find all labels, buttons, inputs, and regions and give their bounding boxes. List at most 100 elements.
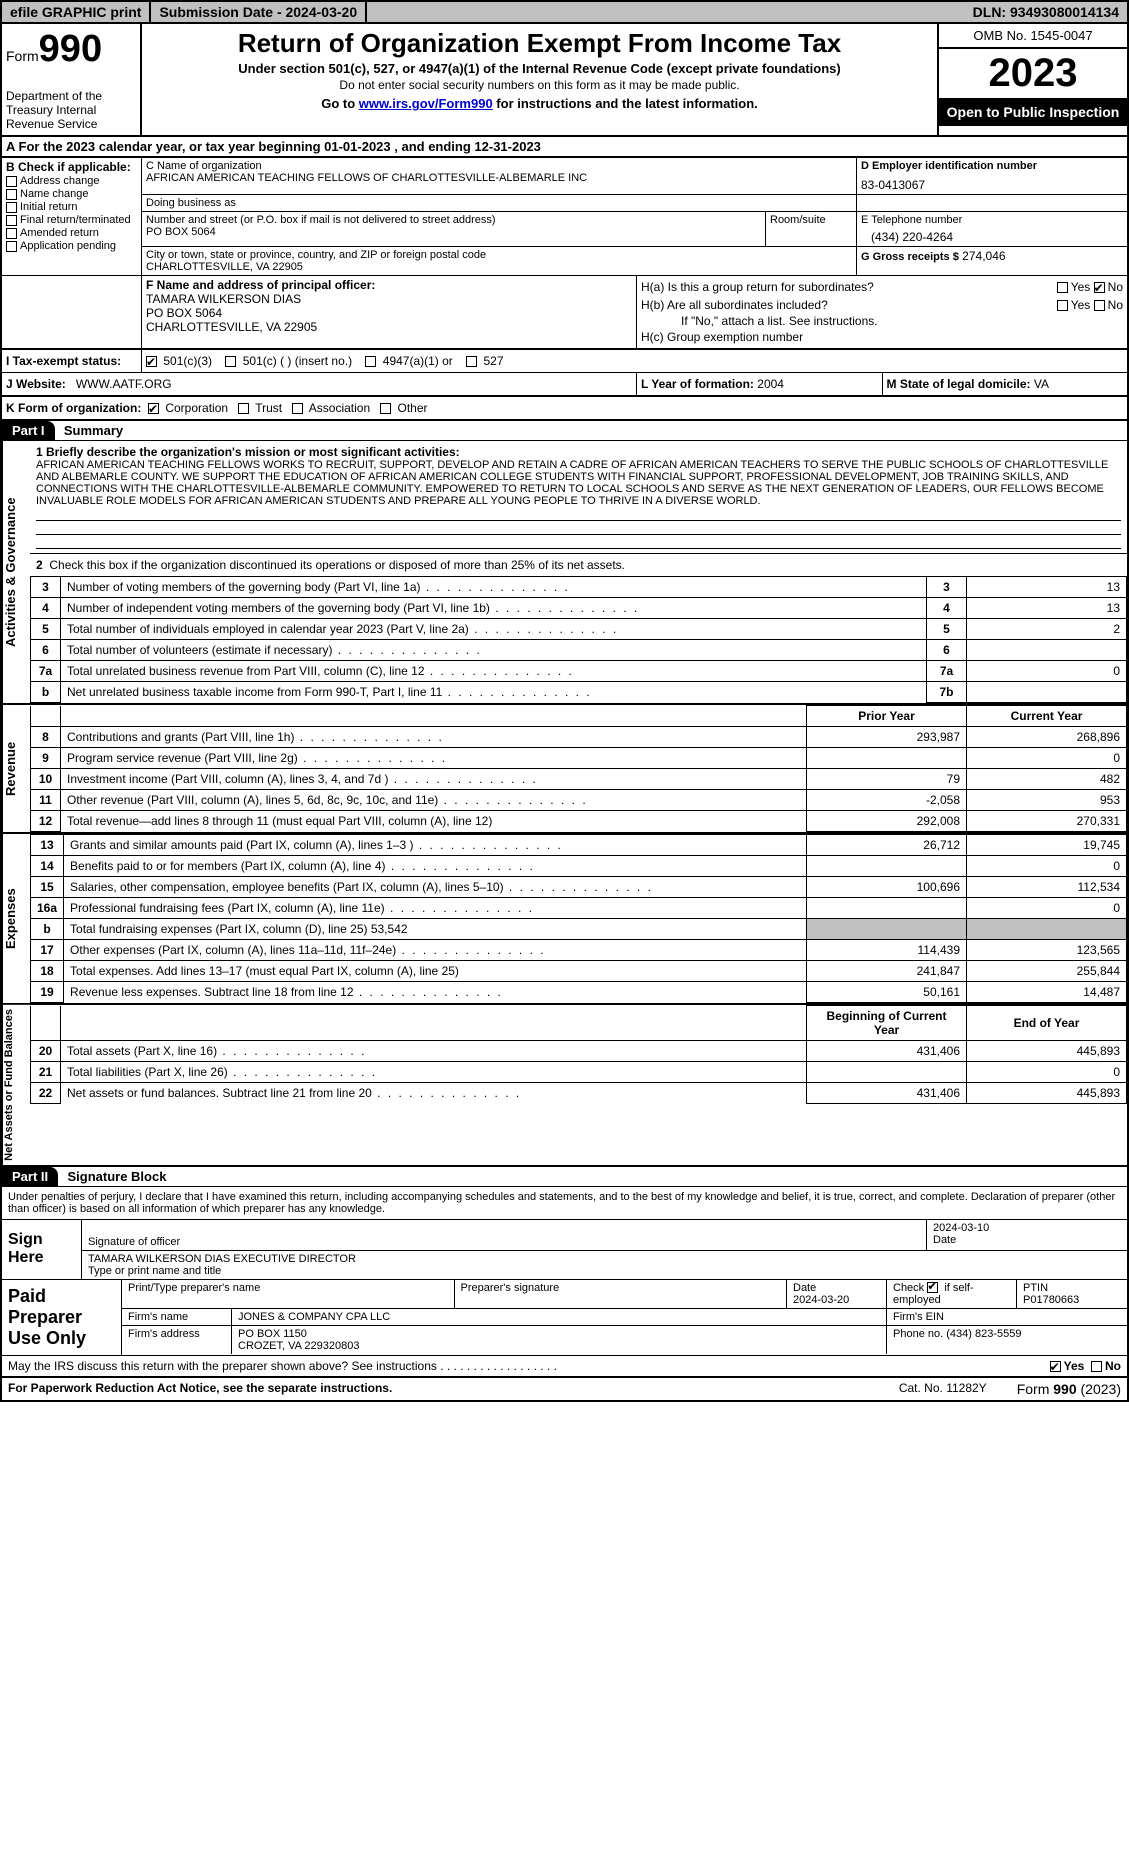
top-bar: efile GRAPHIC print Submission Date - 20… [0, 0, 1129, 24]
footer: For Paperwork Reduction Act Notice, see … [0, 1378, 1129, 1402]
chk-assoc[interactable] [292, 403, 303, 414]
col-cde: C Name of organization AFRICAN AMERICAN … [142, 158, 1127, 275]
chk-address[interactable]: Address change [6, 175, 137, 187]
hb-no[interactable] [1094, 300, 1105, 311]
footer-left: For Paperwork Reduction Act Notice, see … [8, 1381, 869, 1397]
chk-selfemp[interactable] [927, 1282, 938, 1293]
paid-preparer: Paid Preparer Use Only Print/Type prepar… [2, 1279, 1127, 1355]
header-title: Return of Organization Exempt From Incom… [146, 28, 933, 59]
dln: DLN: 93493080014134 [965, 2, 1127, 22]
chk-name[interactable]: Name change [6, 188, 137, 200]
ein: 83-0413067 [861, 178, 1123, 192]
box-b-header: B Check if applicable: [6, 160, 137, 174]
box-d: D Employer identification number 83-0413… [857, 158, 1127, 194]
rev-table: Prior YearCurrent Year 8Contributions an… [30, 705, 1127, 832]
hb-yes[interactable] [1057, 300, 1068, 311]
box-j: J Website: WWW.AATF.ORG [2, 373, 637, 395]
street: PO BOX 5064 [146, 226, 761, 238]
box-b: B Check if applicable: Address change Na… [2, 158, 142, 275]
box-h: H(a) Is this a group return for subordin… [637, 276, 1127, 348]
prep-phone: (434) 823-5559 [946, 1328, 1021, 1340]
prep-date: 2024-03-20 [793, 1294, 849, 1306]
officer-name: TAMARA WILKERSON DIAS [146, 292, 632, 306]
header-center: Return of Organization Exempt From Incom… [142, 24, 937, 135]
box-i-left [2, 276, 142, 348]
gross-receipts: 274,046 [962, 249, 1005, 263]
governance-side: Activities & Governance [2, 441, 30, 703]
netassets-side: Net Assets or Fund Balances [2, 1005, 30, 1165]
chk-4947[interactable] [365, 356, 376, 367]
box-m: M State of legal domicile: VA [883, 373, 1128, 395]
main-info-block: B Check if applicable: Address change Na… [0, 158, 1129, 276]
officer-sig: TAMARA WILKERSON DIAS EXECUTIVE DIRECTOR [88, 1253, 1121, 1265]
box-i: I Tax-exempt status: [2, 350, 142, 372]
chk-other[interactable] [380, 403, 391, 414]
chk-trust[interactable] [238, 403, 249, 414]
dept-label: Department of the Treasury Internal Reve… [6, 89, 136, 131]
box-e: E Telephone number (434) 220-4264 [857, 212, 1127, 246]
chk-527[interactable] [466, 356, 477, 367]
governance-section: Activities & Governance 1 Briefly descri… [0, 441, 1129, 705]
netassets-section: Net Assets or Fund Balances Beginning of… [0, 1005, 1129, 1167]
part1-hdr: Part I [2, 421, 55, 440]
part1-bar: Part I Summary [0, 421, 1129, 441]
header-sub: Under section 501(c), 527, or 4947(a)(1)… [146, 61, 933, 76]
discuss-no[interactable] [1091, 1361, 1102, 1372]
phone: (434) 220-4264 [861, 230, 1123, 244]
expenses-side: Expenses [2, 834, 30, 1003]
efile-label: efile GRAPHIC print [2, 2, 151, 22]
expenses-section: Expenses 13Grants and similar amounts pa… [0, 834, 1129, 1005]
box-c-street: Number and street (or P.O. box if mail i… [142, 212, 857, 246]
part2-title: Signature Block [61, 1169, 166, 1184]
chk-501c[interactable] [225, 356, 236, 367]
chk-501c3[interactable] [146, 356, 157, 367]
mission-text: AFRICAN AMERICAN TEACHING FELLOWS WORKS … [36, 459, 1121, 507]
website: WWW.AATF.ORG [76, 377, 172, 391]
box-l: L Year of formation: 2004 [637, 373, 883, 395]
signature-block: Under penalties of perjury, I declare th… [0, 1187, 1129, 1378]
part2-bar: Part II Signature Block [0, 1167, 1129, 1187]
chk-initial[interactable]: Initial return [6, 201, 137, 213]
row-j: J Website: WWW.AATF.ORG L Year of format… [0, 373, 1129, 397]
chk-final[interactable]: Final return/terminated [6, 214, 137, 226]
firm-name: JONES & COMPANY CPA LLC [232, 1309, 887, 1325]
paid-label: Paid Preparer Use Only [2, 1280, 122, 1355]
header-right: OMB No. 1545-0047 2023 Open to Public In… [937, 24, 1127, 135]
open-to-public: Open to Public Inspection [939, 98, 1127, 126]
header: Form990 Department of the Treasury Inter… [0, 24, 1129, 137]
chk-pending[interactable]: Application pending [6, 240, 137, 252]
sign-here-row: Sign Here Signature of officer 2024-03-1… [2, 1220, 1127, 1279]
tax-year: 2023 [939, 49, 1127, 98]
net-table: Beginning of Current YearEnd of Year 20T… [30, 1005, 1127, 1104]
discuss-yes[interactable] [1050, 1361, 1061, 1372]
section-a: A For the 2023 calendar year, or tax yea… [0, 137, 1129, 158]
header-note: Do not enter social security numbers on … [146, 78, 933, 92]
revenue-section: Revenue Prior YearCurrent Year 8Contribu… [0, 705, 1129, 834]
irs-link[interactable]: www.irs.gov/Form990 [359, 96, 493, 111]
footer-mid: Cat. No. 11282Y [869, 1381, 1017, 1397]
omb-number: OMB No. 1545-0047 [939, 24, 1127, 49]
revenue-side: Revenue [2, 705, 30, 832]
box-i-opts: 501(c)(3) 501(c) ( ) (insert no.) 4947(a… [142, 350, 1127, 372]
info-row-fih: F Name and address of principal officer:… [0, 276, 1129, 350]
box-c-name: C Name of organization AFRICAN AMERICAN … [142, 158, 857, 194]
box-f: F Name and address of principal officer:… [142, 276, 637, 348]
exp-table: 13Grants and similar amounts paid (Part … [30, 834, 1127, 1003]
box-c-city: City or town, state or province, country… [142, 247, 857, 275]
ptin: P01780663 [1023, 1294, 1079, 1306]
footer-right: Form 990 (2023) [1017, 1381, 1121, 1397]
box-c-dba: Doing business as [142, 195, 857, 211]
header-left: Form990 Department of the Treasury Inter… [2, 24, 142, 135]
part1-title: Summary [58, 423, 123, 438]
chk-amended[interactable]: Amended return [6, 227, 137, 239]
perjury-decl: Under penalties of perjury, I declare th… [2, 1187, 1127, 1220]
form-number: Form990 [6, 28, 136, 71]
ha-yes[interactable] [1057, 282, 1068, 293]
discuss-row: May the IRS discuss this return with the… [2, 1355, 1127, 1376]
box-g: G Gross receipts $ 274,046 [857, 247, 1127, 275]
header-link: Go to www.irs.gov/Form990 for instructio… [146, 96, 933, 111]
chk-corp[interactable] [148, 403, 159, 414]
part2-hdr: Part II [2, 1167, 58, 1186]
sign-here-label: Sign Here [2, 1220, 82, 1279]
ha-no[interactable] [1094, 282, 1105, 293]
